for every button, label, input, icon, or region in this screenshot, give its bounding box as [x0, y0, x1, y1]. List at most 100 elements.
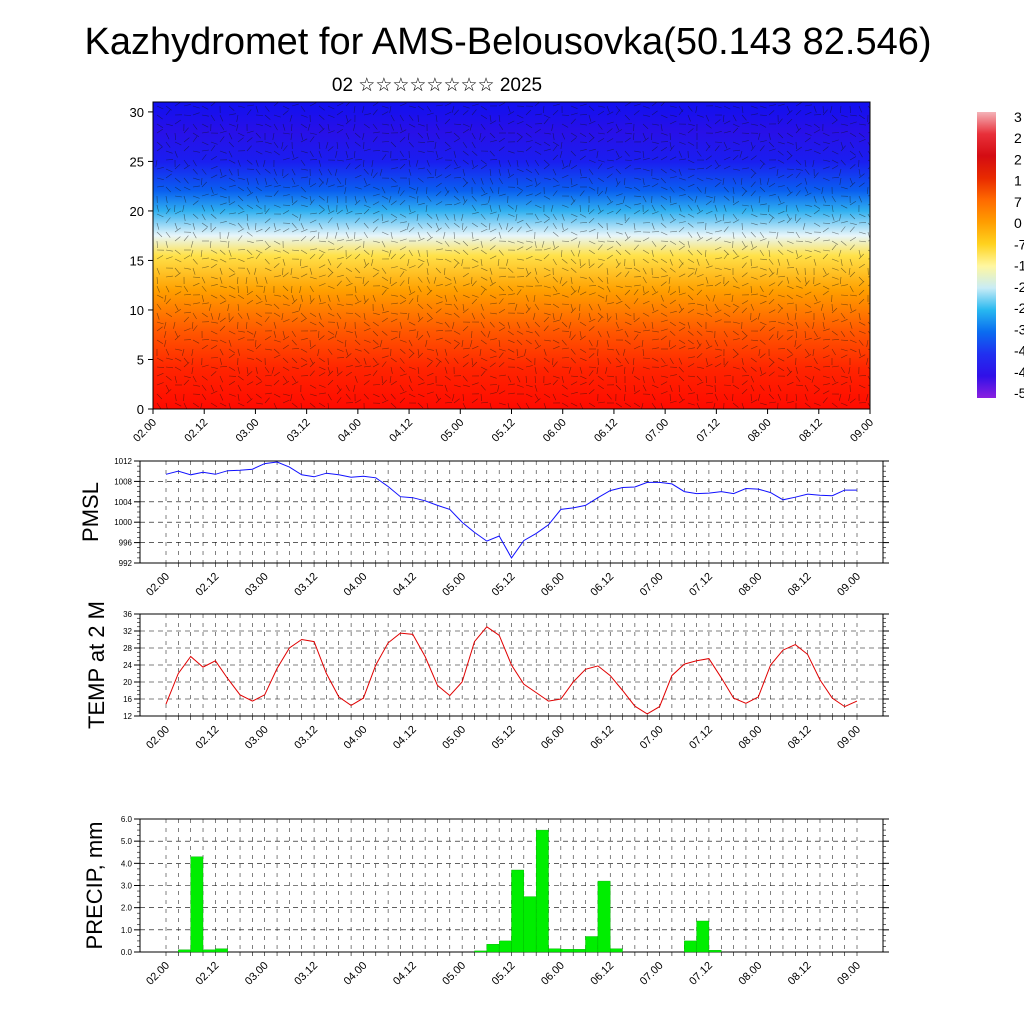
- wind-barb: [804, 159, 807, 167]
- wind-barb: [651, 338, 659, 341]
- wind-barb: [813, 402, 821, 406]
- wind-barb: [732, 321, 740, 324]
- wind-barb: [165, 275, 173, 278]
- wind-barb: [840, 221, 848, 224]
- wind-barb: [777, 393, 782, 401]
- wind-barb: [750, 393, 752, 402]
- wind-barb: [408, 352, 415, 359]
- wind-barb: [696, 209, 704, 215]
- wind-barb: [714, 236, 721, 242]
- x-tick-label: 05.00: [440, 960, 468, 988]
- wind-barb: [840, 339, 849, 341]
- wind-barb: [588, 120, 596, 125]
- wind-barb: [516, 285, 524, 288]
- wind-barb: [156, 255, 164, 260]
- wind-barb: [318, 150, 322, 158]
- wind-barb: [633, 150, 641, 153]
- wind-barb: [408, 393, 416, 398]
- wind-barb: [705, 401, 713, 404]
- wind-barb: [219, 393, 224, 401]
- wind-barb: [570, 348, 576, 355]
- wind-barb: [156, 276, 158, 285]
- wind-barb: [228, 366, 236, 371]
- wind-barb: [174, 258, 182, 263]
- wind-barb: [201, 285, 207, 292]
- wind-barb: [570, 285, 576, 292]
- wind-barb: [624, 164, 631, 170]
- wind-barb: [327, 379, 334, 386]
- wind-barb: [282, 194, 290, 197]
- wind-barb: [858, 222, 867, 224]
- wind-barb: [678, 168, 682, 176]
- wind-barb: [732, 105, 740, 109]
- wind-barb: [219, 267, 223, 275]
- wind-barb: [300, 317, 307, 323]
- wind-barb: [741, 140, 749, 143]
- wind-barb: [687, 339, 694, 345]
- wind-barb: [543, 357, 550, 363]
- wind-barb: [390, 402, 397, 409]
- wind-barb: [426, 330, 431, 338]
- wind-barb: [597, 375, 604, 381]
- wind-barb: [831, 220, 839, 224]
- wind-barb: [741, 255, 749, 260]
- chart-title: Kazhydromet for AMS-Belousovka(50.143 82…: [84, 21, 931, 63]
- wind-barb: [669, 374, 677, 377]
- wind-barb: [696, 303, 704, 306]
- wind-barb: [327, 366, 331, 374]
- wind-barb: [363, 141, 365, 150]
- wind-barb: [381, 267, 387, 274]
- wind-barb: [696, 186, 702, 193]
- wind-barb: [660, 186, 668, 191]
- wind-barb: [246, 312, 250, 320]
- wind-barb: [435, 150, 439, 158]
- wind-barb: [606, 173, 613, 179]
- wind-barb: [174, 195, 182, 198]
- wind-barb: [624, 339, 631, 345]
- wind-barb: [723, 267, 731, 271]
- x-tick-label: 05.12: [490, 960, 518, 988]
- wind-barb: [210, 390, 218, 395]
- wind-barb: [264, 384, 272, 387]
- wind-barb: [498, 390, 506, 395]
- y-tick-label: 16: [123, 695, 132, 704]
- wind-barb: [210, 339, 218, 342]
- wind-barb: [840, 303, 848, 306]
- wind-barb: [732, 330, 739, 336]
- wind-barb: [318, 159, 322, 167]
- wind-barb: [300, 132, 303, 140]
- wind-barb: [165, 240, 168, 248]
- wind-barb: [426, 141, 435, 143]
- wind-barb: [462, 199, 468, 206]
- wind-barb: [435, 132, 440, 140]
- wind-barb: [381, 375, 383, 384]
- wind-barb: [390, 218, 397, 224]
- wind-barb: [768, 298, 775, 305]
- wind-barb: [615, 348, 620, 356]
- wind-barb: [354, 276, 362, 279]
- wind-barb: [714, 319, 722, 323]
- wind-barb: [255, 114, 264, 116]
- wind-barb: [282, 110, 289, 116]
- wind-barb: [768, 213, 775, 219]
- wind-barb: [741, 300, 749, 305]
- wind-barb: [237, 312, 243, 319]
- x-tick-label: 02.00: [144, 724, 172, 752]
- wind-barb: [390, 123, 394, 131]
- x-tick-label: 07.12: [687, 960, 715, 988]
- wind-barb: [273, 185, 281, 188]
- wind-barb: [273, 371, 280, 377]
- wind-barb: [552, 145, 558, 152]
- wind-barb: [696, 114, 704, 118]
- wind-barb: [453, 195, 460, 201]
- wind-barb: [615, 300, 623, 305]
- wind-barb: [696, 167, 705, 170]
- wind-barb: [543, 316, 550, 323]
- x-tick-label: 02.00: [144, 571, 172, 599]
- wind-barb: [183, 213, 186, 221]
- wind-barb: [606, 195, 612, 202]
- wind-barb: [237, 258, 245, 262]
- wind-barb: [200, 249, 203, 257]
- wind-barb: [354, 285, 357, 293]
- wind-barb: [705, 339, 710, 347]
